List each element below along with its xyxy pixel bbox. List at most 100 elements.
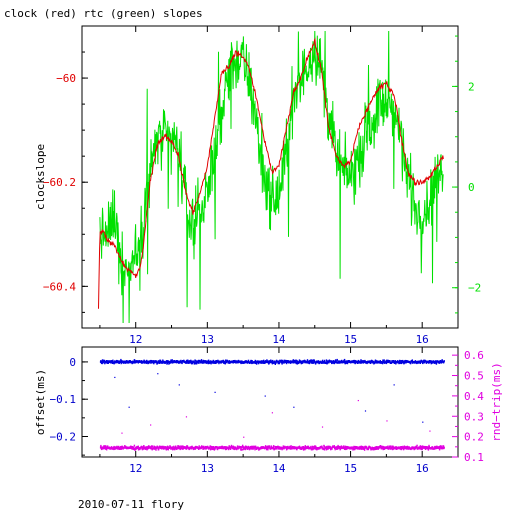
offset-point <box>214 362 216 364</box>
offset-outlier-point <box>264 395 266 397</box>
offset-point <box>435 361 437 364</box>
rndtrip-point <box>362 446 365 449</box>
rndtrip-point <box>302 447 304 450</box>
y-tick-label-right: 0.2 <box>464 431 484 444</box>
offset-point <box>346 362 349 365</box>
offset-point <box>274 363 276 365</box>
rndtrip-point <box>304 448 306 451</box>
offset-point <box>143 359 145 362</box>
rndtrip-point <box>327 447 329 450</box>
offset-point <box>345 361 348 364</box>
rndtrip-point <box>405 446 408 449</box>
offset-point <box>210 362 212 365</box>
offset-point <box>344 360 346 363</box>
rndtrip-point <box>392 446 394 449</box>
offset-point <box>353 361 355 364</box>
rndtrip-point <box>315 446 317 449</box>
offset-point <box>156 360 158 363</box>
offset-point <box>190 360 192 363</box>
offset-point <box>212 359 215 362</box>
rndtrip-outlier-point <box>271 412 273 414</box>
offset-point <box>382 359 384 362</box>
offset-point <box>298 359 301 362</box>
rndtrip-point <box>380 447 382 450</box>
offset-outlier-point <box>393 384 395 386</box>
rndtrip-point <box>145 447 147 450</box>
rndtrip-point <box>382 445 384 448</box>
rndtrip-point <box>353 448 356 451</box>
rndtrip-point <box>298 445 301 448</box>
rndtrip-point <box>157 446 159 449</box>
rndtrip-point <box>273 447 276 450</box>
offset-point <box>360 360 362 363</box>
rndtrip-outlier-point <box>185 416 188 418</box>
offset-point <box>191 361 193 363</box>
rndtrip-point <box>416 446 418 449</box>
y-tick-label-right: 0.5 <box>464 370 484 383</box>
offset-point <box>425 360 427 363</box>
offset-outlier-point <box>422 421 424 423</box>
rndtrip-point <box>428 446 430 448</box>
x-tick-label: 12 <box>129 333 142 346</box>
x-tick-label: 15 <box>344 462 357 475</box>
rndtrip-point <box>377 446 379 449</box>
offset-point <box>183 359 185 362</box>
rndtrip-point <box>298 446 300 449</box>
rndtrip-point <box>204 447 206 450</box>
rndtrip-point <box>351 446 353 449</box>
offset-point <box>178 360 180 363</box>
rndtrip-point <box>291 447 293 450</box>
rndtrip-point <box>182 447 185 450</box>
rndtrip-point <box>118 445 120 448</box>
offset-point <box>301 360 303 363</box>
rndtrip-point <box>339 445 341 448</box>
offset-point <box>171 359 173 362</box>
offset-point <box>103 359 106 362</box>
rndtrip-point <box>336 448 338 450</box>
offset-point <box>399 359 401 362</box>
offset-point <box>332 361 335 364</box>
x-tick-label: 13 <box>201 333 214 346</box>
offset-point <box>333 360 335 363</box>
rndtrip-point <box>155 448 157 451</box>
offset-point <box>425 361 428 364</box>
footer-caption: 2010-07-11 flory <box>78 498 184 511</box>
offset-point <box>360 359 362 362</box>
offset-point <box>376 361 378 364</box>
rndtrip-outlier-point <box>150 424 152 426</box>
offset-series-points <box>99 358 445 365</box>
rndtrip-point <box>209 446 211 449</box>
offset-point <box>379 360 381 363</box>
offset-point <box>194 361 196 364</box>
offset-point <box>435 362 438 365</box>
rndtrip-point <box>344 446 346 449</box>
offset-point <box>112 359 114 362</box>
offset-point <box>250 359 252 362</box>
rndtrip-point <box>408 447 410 450</box>
offset-point <box>218 362 220 365</box>
offset-point <box>107 360 109 363</box>
offset-point <box>254 362 257 364</box>
offset-point <box>325 359 328 362</box>
offset-point <box>101 360 103 363</box>
rndtrip-point <box>342 445 345 448</box>
offset-outlier-point <box>114 376 116 379</box>
rndtrip-point <box>338 447 341 449</box>
rndtrip-point <box>403 447 405 450</box>
rndtrip-point <box>151 445 154 448</box>
rndtrip-point <box>336 446 339 449</box>
offset-outlier-point <box>293 406 295 408</box>
rndtrip-point <box>176 446 179 449</box>
offset-point <box>119 360 122 363</box>
offset-point <box>105 361 108 364</box>
offset-point <box>249 361 252 364</box>
y-tick-label-left: −60.2 <box>43 176 76 189</box>
rndtrip-point <box>288 447 291 450</box>
offset-point <box>395 362 397 365</box>
rndtrip-point <box>185 446 187 449</box>
offset-point <box>255 362 258 365</box>
offset-point <box>251 360 253 362</box>
rndtrip-point <box>181 446 183 449</box>
offset-point <box>198 361 200 364</box>
